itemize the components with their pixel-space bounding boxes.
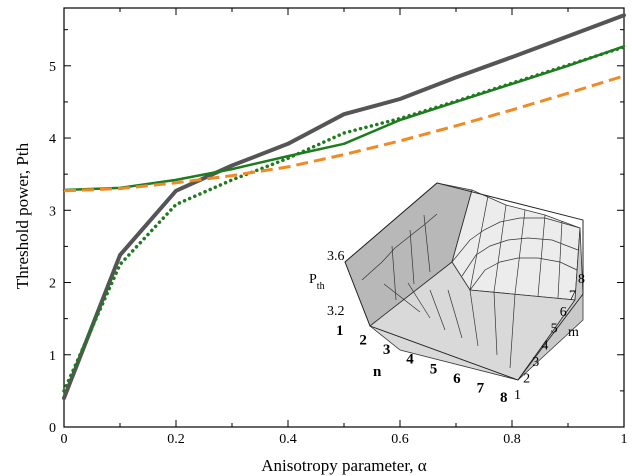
y-axis-title: Threshold power, Pth — [13, 142, 32, 289]
inset-n-tick-label: 3 — [383, 342, 391, 358]
x-axis: 0 0.2 0.4 0.6 0.8 1 — [61, 8, 628, 447]
inset-m-tick-label: 8 — [578, 272, 585, 287]
x-tick-label: 0 — [61, 432, 68, 447]
y-tick-label: 2 — [49, 277, 56, 292]
inset-n-tick-label: 1 — [336, 323, 344, 339]
inset-z-tick-low: 3.2 — [327, 304, 345, 319]
x-tick-label: 0.8 — [503, 432, 521, 447]
inset-z-label: Pth — [309, 272, 325, 292]
series-line-3 — [62, 45, 626, 393]
y-tick-label: 5 — [49, 60, 56, 75]
series-line-1 — [62, 13, 626, 401]
x-tick-label: 0.2 — [167, 432, 185, 447]
inset-m-tick-label: 7 — [569, 289, 576, 304]
y-tick-label: 4 — [49, 132, 56, 147]
series-layer — [62, 13, 626, 401]
series-line-4 — [63, 74, 625, 193]
inset-surface — [344, 182, 584, 381]
inset-m-tick-label: 6 — [560, 305, 567, 320]
inset-z-label-main: P — [309, 272, 317, 287]
x-tick-label: 0.6 — [391, 432, 409, 447]
inset-n-tick-label: 5 — [430, 361, 438, 377]
inset-z-tick-high: 3.6 — [327, 249, 345, 264]
inset-m-tick-label: 3 — [532, 355, 539, 370]
inset-m-tick-label: 5 — [551, 322, 558, 337]
y-tick-label: 0 — [49, 421, 56, 436]
inset-m-tick-label: 4 — [541, 338, 548, 353]
x-tick-label: 0.4 — [279, 432, 297, 447]
inset-n-tick-label: 8 — [500, 390, 508, 406]
inset-n-tick-label: 6 — [453, 371, 461, 387]
inset-m-label: m — [568, 325, 579, 340]
inset-m-tick-label: 1 — [514, 388, 521, 403]
x-axis-title: Anisotropy parameter, α — [261, 456, 427, 475]
y-tick-label: 3 — [49, 204, 56, 219]
inset-n-tick-label: 2 — [359, 333, 367, 349]
y-tick-label: 1 — [49, 349, 56, 364]
inset-m-tick-label: 2 — [523, 371, 530, 386]
x-tick-label: 1 — [621, 432, 628, 447]
series-line-2 — [62, 45, 626, 192]
inset-n-label: n — [373, 364, 382, 380]
inset-z-label-sub: th — [317, 281, 325, 292]
inset-n-tick-label: 4 — [406, 352, 414, 368]
inset-n-tick-label: 7 — [477, 380, 485, 396]
